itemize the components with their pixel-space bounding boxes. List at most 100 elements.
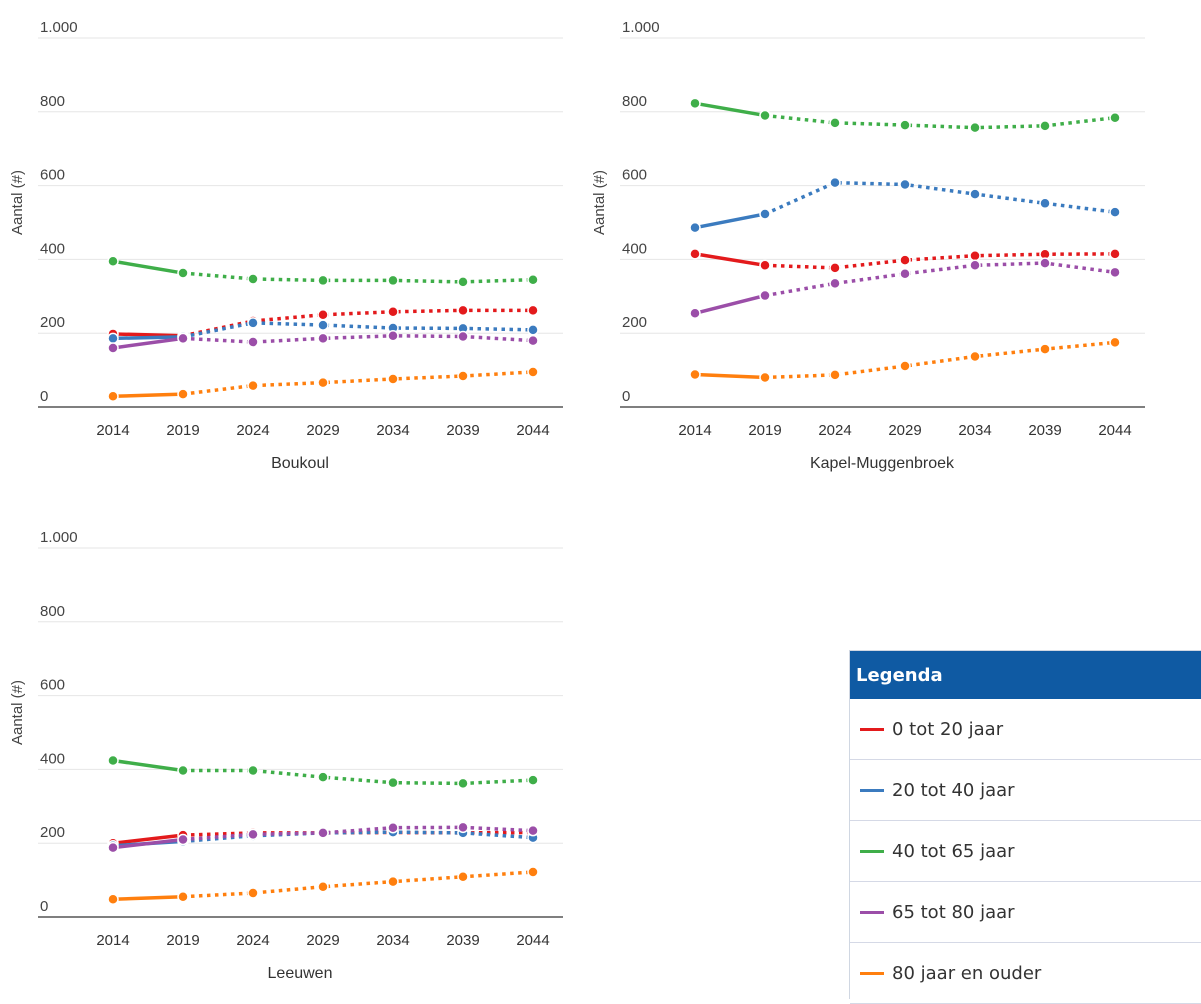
- data-point[interactable]: [899, 254, 911, 266]
- data-point[interactable]: [1109, 206, 1121, 218]
- data-point[interactable]: [457, 304, 469, 317]
- data-point[interactable]: [317, 827, 329, 839]
- y-tick-label: 200: [622, 314, 647, 331]
- data-point[interactable]: [247, 764, 259, 777]
- data-point[interactable]: [177, 388, 189, 400]
- data-point[interactable]: [899, 119, 911, 131]
- data-point[interactable]: [457, 821, 469, 834]
- data-point[interactable]: [969, 188, 981, 200]
- series-line-solid: [111, 837, 185, 850]
- data-point[interactable]: [457, 330, 469, 343]
- data-point[interactable]: [387, 274, 399, 287]
- data-point[interactable]: [1039, 257, 1051, 269]
- legend-item[interactable]: 40 tot 65 jaar: [850, 821, 1201, 882]
- series-line-dotted: [764, 340, 1116, 380]
- data-point[interactable]: [527, 774, 539, 786]
- data-point[interactable]: [317, 309, 329, 321]
- data-point[interactable]: [899, 178, 911, 191]
- data-point[interactable]: [1039, 343, 1051, 355]
- data-point[interactable]: [387, 776, 399, 789]
- data-point[interactable]: [247, 336, 259, 348]
- data-point[interactable]: [247, 379, 259, 392]
- legend-swatch: [860, 971, 884, 975]
- data-point[interactable]: [759, 109, 771, 122]
- data-point[interactable]: [689, 97, 701, 110]
- data-point[interactable]: [107, 332, 119, 345]
- y-tick-label: 0: [40, 898, 48, 915]
- data-point[interactable]: [527, 334, 539, 347]
- data-point[interactable]: [899, 360, 911, 372]
- data-point[interactable]: [829, 277, 841, 290]
- data-point[interactable]: [247, 273, 259, 285]
- data-point[interactable]: [829, 117, 841, 129]
- data-point[interactable]: [689, 368, 701, 381]
- data-point[interactable]: [177, 890, 189, 903]
- data-point[interactable]: [177, 332, 189, 345]
- data-point[interactable]: [759, 208, 771, 220]
- data-point[interactable]: [107, 390, 119, 403]
- data-point[interactable]: [829, 369, 841, 381]
- data-point[interactable]: [527, 324, 539, 336]
- data-point[interactable]: [247, 828, 259, 841]
- series-line-dotted: [182, 321, 534, 339]
- data-point[interactable]: [527, 866, 539, 878]
- data-point[interactable]: [899, 268, 911, 280]
- data-point[interactable]: [387, 821, 399, 834]
- data-point[interactable]: [1109, 248, 1121, 260]
- data-point[interactable]: [387, 306, 399, 318]
- data-point[interactable]: [457, 370, 469, 382]
- legend-item[interactable]: 20 tot 40 jaar: [850, 760, 1201, 821]
- data-point[interactable]: [387, 330, 399, 342]
- data-point[interactable]: [759, 371, 771, 384]
- data-point[interactable]: [527, 824, 539, 837]
- data-point[interactable]: [969, 121, 981, 134]
- data-point[interactable]: [387, 875, 399, 888]
- data-point[interactable]: [457, 777, 469, 790]
- data-point[interactable]: [317, 771, 329, 783]
- data-point[interactable]: [689, 307, 701, 320]
- data-point[interactable]: [457, 276, 469, 288]
- data-point[interactable]: [829, 176, 841, 189]
- data-point[interactable]: [759, 259, 771, 272]
- legend-item[interactable]: 65 tot 80 jaar: [850, 882, 1201, 943]
- data-point[interactable]: [177, 267, 189, 279]
- data-point[interactable]: [107, 255, 119, 267]
- data-point[interactable]: [1109, 111, 1121, 124]
- data-point[interactable]: [317, 376, 329, 389]
- data-point[interactable]: [247, 317, 259, 329]
- data-point[interactable]: [177, 764, 189, 777]
- y-tick-label: 0: [622, 388, 630, 405]
- data-point[interactable]: [527, 273, 539, 286]
- data-point[interactable]: [689, 248, 701, 260]
- y-tick-label: 800: [40, 603, 65, 620]
- data-point[interactable]: [1039, 120, 1051, 132]
- legend-item[interactable]: 80 jaar en ouder: [850, 943, 1201, 1004]
- data-point[interactable]: [829, 262, 841, 274]
- data-point[interactable]: [177, 833, 189, 846]
- data-point[interactable]: [317, 274, 329, 287]
- x-tick-label: 2029: [306, 422, 339, 439]
- data-point[interactable]: [317, 332, 329, 345]
- data-point[interactable]: [387, 373, 399, 385]
- data-point[interactable]: [1109, 336, 1121, 349]
- data-point[interactable]: [969, 259, 981, 272]
- data-point[interactable]: [317, 319, 329, 331]
- series-line-solid: [693, 101, 767, 118]
- data-point[interactable]: [689, 221, 701, 234]
- data-point[interactable]: [107, 893, 119, 906]
- data-point[interactable]: [457, 871, 469, 883]
- data-point[interactable]: [247, 887, 259, 899]
- series-line-dotted: [182, 830, 534, 844]
- data-point[interactable]: [107, 342, 119, 354]
- data-point[interactable]: [527, 366, 539, 378]
- legend-item[interactable]: 0 tot 20 jaar: [850, 699, 1201, 760]
- data-point[interactable]: [969, 350, 981, 363]
- data-point[interactable]: [759, 289, 771, 302]
- data-point[interactable]: [317, 880, 329, 893]
- data-point[interactable]: [107, 754, 119, 767]
- data-point[interactable]: [107, 841, 119, 854]
- data-point[interactable]: [1039, 197, 1051, 210]
- data-point[interactable]: [969, 249, 981, 262]
- data-point[interactable]: [1109, 266, 1121, 279]
- data-point[interactable]: [527, 304, 539, 317]
